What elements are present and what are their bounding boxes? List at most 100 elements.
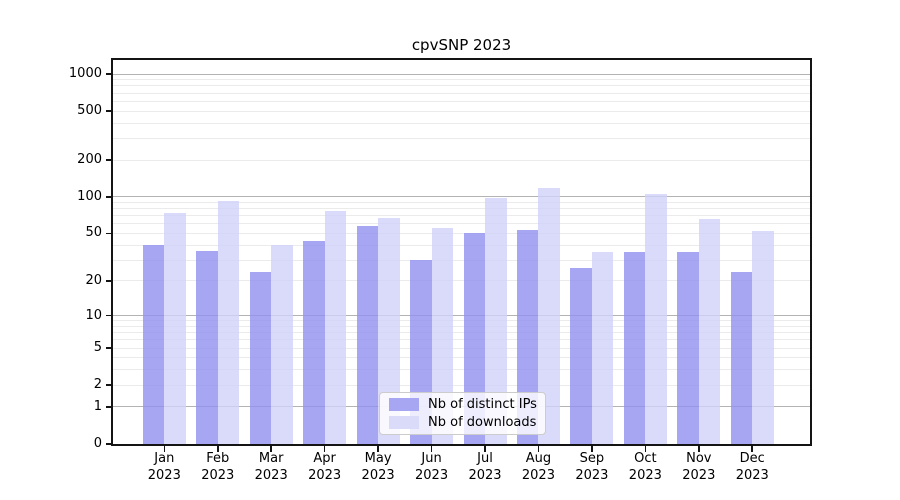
bar-downloads-apr [324,211,347,444]
y-tick-mark [106,384,112,386]
bar-distinct-ips-oct [623,252,646,444]
x-tick-mark [323,446,326,452]
gridline-minor [113,369,810,371]
gridline-minor [113,159,810,161]
y-tick-mark [106,314,112,317]
bar-downloads-jun [431,228,454,444]
y-tick-label: 1 [93,398,102,414]
gridline-minor [113,244,810,246]
y-tick-label: 20 [85,272,102,288]
legend-label-downloads: Nb of downloads [428,414,537,430]
gridline-minor [113,280,810,282]
x-tick-label-apr: Apr 2023 [293,450,357,484]
legend-swatch-downloads [389,415,419,429]
bar-downloads-sep [591,252,614,444]
y-tick-label: 500 [77,103,102,119]
x-tick-label-jun: Jun 2023 [400,450,464,484]
x-tick-label-may: May 2023 [346,450,410,484]
x-tick-mark [591,446,593,452]
x-tick-year: 2023 [521,468,555,483]
gridline-major [113,315,810,317]
legend-swatch-distinct-ips [389,398,419,412]
bar-downloads-mar [271,245,293,444]
bar-downloads-oct [645,194,667,444]
y-tick-mark [106,196,112,198]
x-tick-month: Apr [313,451,336,466]
bar-downloads-dec [752,231,774,444]
x-tick-year: 2023 [361,468,395,483]
x-tick-label-sep: Sep 2023 [560,450,624,484]
x-tick-year: 2023 [147,468,181,483]
bar-distinct-ips-mar [249,271,272,444]
legend-item-downloads: Nb of downloads [389,415,536,430]
x-tick-mark [751,446,754,452]
y-tick-mark [106,280,112,282]
gridline-minor [113,332,810,334]
x-tick-mark [377,446,379,452]
y-tick-label: 50 [85,225,102,241]
gridline-minor [113,215,810,217]
x-tick-label-dec: Dec 2023 [720,450,784,484]
gridline-minor [113,85,810,87]
x-tick-label-feb: Feb 2023 [186,450,250,484]
bar-distinct-ips-sep [570,267,592,444]
y-tick-mark [106,159,112,161]
x-tick-month: Jul [477,451,493,466]
x-tick-year: 2023 [628,468,662,483]
x-tick-year: 2023 [201,468,235,483]
bar-distinct-ips-apr [303,241,325,444]
bar-downloads-jan [164,212,186,444]
gridline-minor [113,320,810,322]
gridline-minor [113,100,810,102]
y-tick-mark [106,406,112,408]
x-tick-month: Mar [258,451,284,466]
bar-distinct-ips-jan [142,245,165,444]
chart-title: cpvSNP 2023 [411,36,512,54]
x-tick-month: Aug [525,451,552,466]
gridline-minor [113,122,810,124]
y-tick-label: 200 [77,152,102,167]
x-tick-mark [644,446,647,452]
x-tick-label-oct: Oct 2023 [613,450,677,484]
x-tick-year: 2023 [308,468,342,483]
gridline-minor [113,259,810,261]
x-tick-label-nov: Nov 2023 [667,450,731,484]
x-tick-mark [270,446,272,452]
y-tick-mark [106,110,112,112]
y-tick-mark [106,232,112,235]
x-tick-mark [537,446,540,452]
x-tick-year: 2023 [415,468,449,483]
x-tick-month: Jun [421,451,442,466]
gridline-minor [113,384,810,386]
y-tick-label: 0 [93,436,102,451]
x-tick-mark [484,446,486,452]
x-tick-label-jul: Jul 2023 [453,450,517,484]
gridline-minor [113,208,810,210]
gridline-minor [113,92,810,94]
x-tick-month: Sep [579,451,605,466]
x-tick-year: 2023 [468,468,502,483]
gridline-minor [113,347,810,349]
x-tick-month: Feb [206,451,230,466]
bar-distinct-ips-feb [196,250,218,444]
x-tick-label-jan: Jan 2023 [132,450,196,484]
x-tick-month: Dec [739,451,765,466]
plot-area [113,60,810,444]
bar-downloads-aug [538,188,560,444]
x-tick-year: 2023 [682,468,716,483]
bar-downloads-feb [217,200,240,444]
bar-distinct-ips-jul [463,233,485,444]
x-tick-label-mar: Mar 2023 [239,450,303,484]
x-tick-year: 2023 [254,468,288,483]
y-tick-mark [106,347,112,349]
legend: Nb of distinct IPs Nb of downloads [379,392,546,435]
y-tick-label: 2 [93,377,102,393]
x-tick-year: 2023 [735,468,769,483]
gridline-minor [113,325,810,327]
x-tick-label-aug: Aug 2023 [506,450,570,484]
bar-downloads-may [378,218,400,444]
x-tick-mark [216,446,219,452]
y-tick-mark [106,443,112,445]
y-tick-mark [106,73,112,75]
